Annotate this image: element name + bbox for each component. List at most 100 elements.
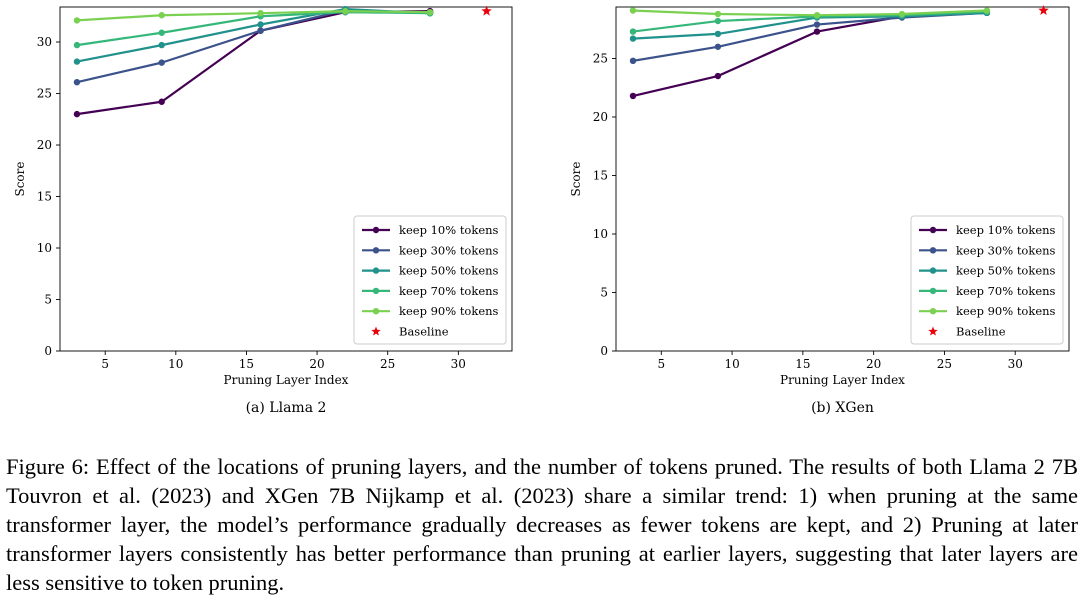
legend-entry: keep 50% tokens: [362, 264, 499, 278]
panel-subcaption: (b) XGen: [811, 400, 874, 416]
data-point: [714, 17, 722, 25]
x-tick-label: 10: [168, 357, 183, 371]
legend-entry: keep 30% tokens: [919, 243, 1056, 257]
legend-box: [353, 215, 507, 345]
y-tick-label: 20: [593, 110, 608, 124]
x-tick-label: 30: [1008, 357, 1023, 371]
legend-label: keep 90% tokens: [399, 304, 499, 318]
legend-marker-swatch: [372, 308, 380, 315]
y-tick-label: 5: [44, 293, 52, 307]
data-point: [813, 11, 821, 19]
panel-subcaption: (a) Llama 2: [246, 400, 327, 416]
legend-marker-swatch: [929, 267, 937, 274]
data-point: [714, 10, 722, 18]
data-point: [73, 41, 81, 49]
series-keep-10: [73, 7, 434, 118]
legend-label: keep 30% tokens: [956, 243, 1056, 257]
data-point: [158, 59, 165, 66]
legend-label: keep 10% tokens: [399, 223, 499, 237]
data-point: [158, 12, 165, 19]
legend-marker-swatch: [372, 226, 380, 234]
legend-label: keep 50% tokens: [399, 264, 499, 278]
plot-frame: [59, 6, 513, 352]
legend-marker-swatch: [929, 247, 937, 254]
y-axis-label: Score: [569, 161, 583, 196]
series-keep-90: [73, 7, 434, 24]
plot-frame: [615, 6, 1070, 352]
legend-entry: keep 90% tokens: [919, 304, 1056, 318]
legend-entry: keep 70% tokens: [919, 284, 1056, 298]
data-point: [158, 29, 165, 36]
data-point: [714, 30, 722, 38]
legend-label: keep 90% tokens: [956, 304, 1056, 318]
baseline-marker: [1038, 5, 1049, 15]
x-tick-label: 5: [101, 357, 109, 371]
x-tick-label: 15: [239, 357, 254, 371]
data-point: [714, 43, 722, 50]
legend-entry: keep 10% tokens: [919, 223, 1056, 237]
x-tick-label: 25: [380, 357, 395, 371]
data-point: [73, 110, 81, 118]
legend-star-icon: [928, 326, 938, 336]
legend-marker-swatch: [372, 267, 380, 274]
y-tick-label: 0: [600, 344, 608, 358]
data-point: [158, 41, 165, 49]
data-point: [714, 72, 722, 80]
y-tick-label: 25: [593, 51, 608, 65]
series-line: [76, 8, 431, 84]
legend-label: keep 70% tokens: [956, 284, 1056, 298]
legend-marker-swatch: [929, 287, 937, 295]
data-point: [983, 7, 991, 14]
data-point: [73, 17, 81, 24]
data-point: [813, 28, 821, 35]
series-keep-70: [73, 8, 434, 49]
legend-entry: keep 50% tokens: [919, 264, 1056, 278]
legend-box: [910, 215, 1064, 345]
x-tick-label: 25: [937, 357, 952, 371]
data-point: [342, 7, 349, 15]
y-tick-label: 5: [600, 285, 608, 299]
series-line: [76, 10, 431, 22]
data-point: [629, 28, 637, 35]
baseline-marker: [481, 5, 492, 16]
y-tick-label: 10: [593, 227, 608, 241]
data-point: [898, 10, 906, 18]
x-tick-label: 30: [451, 357, 466, 371]
y-tick-label: 20: [37, 138, 52, 152]
legend-label: Baseline: [399, 325, 449, 339]
legend-label: keep 10% tokens: [956, 223, 1056, 237]
data-point: [629, 92, 637, 100]
x-axis-label: Pruning Layer Index: [780, 373, 905, 387]
figure-panels: 5 10 15 20 25 30 0 5 10 15 20 25 30 Pruning Layer Ind…: [13, 5, 1070, 416]
y-axis-label: Score: [13, 161, 27, 196]
x-axis-label: Pruning Layer Index: [224, 373, 349, 387]
legend-entry-baseline: Baseline: [928, 325, 1006, 339]
data-point: [426, 8, 434, 16]
data-point: [257, 9, 264, 17]
legend-entry: keep 90% tokens: [362, 304, 499, 318]
series-line: [632, 11, 987, 62]
x-tick-label: 10: [724, 357, 739, 371]
data-point: [813, 21, 821, 28]
data-point: [73, 58, 81, 65]
series-keep-90: [629, 7, 991, 19]
y-tick-label: 15: [593, 168, 608, 182]
x-tick-label: 15: [795, 357, 810, 371]
series-keep-30: [73, 6, 434, 86]
data-point: [257, 21, 264, 28]
legend-marker-swatch: [929, 226, 937, 234]
chart-panel-1: 5 10 15 20 25 30 0 5 10 15 20 25 30 Pruning Layer Ind…: [13, 5, 513, 416]
data-point: [158, 98, 165, 105]
data-point: [73, 78, 81, 86]
figure-caption: Figure 6: Effect of the locations of pru…: [6, 454, 1078, 595]
legend-marker-swatch: [372, 247, 380, 254]
legend-marker-swatch: [929, 308, 937, 315]
legend: keep 10% tokens keep 30% tokens keep 50% t…: [353, 215, 507, 345]
legend-label: keep 50% tokens: [956, 264, 1056, 278]
legend-entry: keep 70% tokens: [362, 284, 499, 298]
legend-entry: keep 10% tokens: [362, 223, 499, 237]
chart-panel-2: 5 10 15 20 25 30 0 5 10 15 20 25 Pruning Layer Index…: [569, 5, 1070, 416]
y-tick-label: 25: [37, 87, 52, 101]
data-point: [257, 27, 264, 34]
y-tick-label: 10: [37, 241, 52, 255]
